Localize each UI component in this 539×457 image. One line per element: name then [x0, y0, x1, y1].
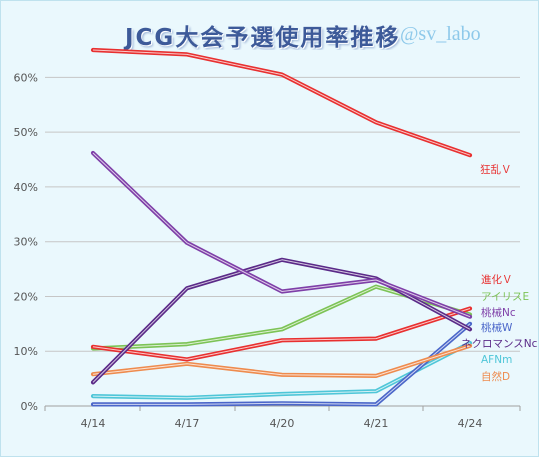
series-label: 桃械W: [481, 321, 513, 334]
series-line-highlight: [92, 49, 471, 156]
series-line-highlight: [92, 345, 471, 377]
x-tick-label: 4/17: [175, 417, 200, 430]
x-tick-label: 4/20: [270, 417, 295, 430]
y-tick-label: 50%: [14, 126, 38, 139]
y-tick-label: 60%: [14, 71, 38, 84]
series-line-highlight: [93, 323, 471, 405]
series-label: AFNm: [481, 354, 512, 366]
y-tick-label: 0%: [21, 400, 38, 413]
series-line-highlight: [92, 259, 471, 383]
x-tick-label: 4/21: [364, 417, 389, 430]
series-line-highlight: [92, 308, 471, 360]
y-tick-label: 40%: [14, 181, 38, 194]
series-label: ネクロマンスNc: [461, 338, 538, 350]
x-tick-label: 4/14: [81, 417, 106, 430]
chart-title: JCG大会予選使用率推移: [125, 25, 401, 51]
series-line-highlight: [92, 152, 471, 318]
y-tick-label: 20%: [14, 290, 38, 303]
credit-handle: @sv_labo: [400, 23, 481, 45]
series-label: アイリスE: [481, 291, 529, 303]
y-tick-label: 10%: [14, 345, 38, 358]
y-tick-label: 30%: [14, 236, 38, 249]
series-label: 狂乱Ｖ: [480, 164, 512, 176]
x-tick-label: 4/24: [458, 417, 483, 430]
series-label: 桃械Nc: [481, 306, 516, 319]
series-label: 進化Ｖ: [481, 273, 513, 286]
series-label: 自然D: [481, 370, 510, 383]
